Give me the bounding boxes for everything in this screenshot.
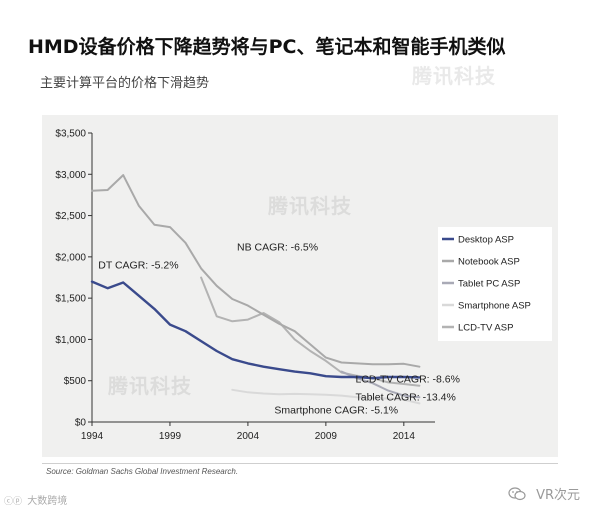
- y-tick-label: $3,500: [55, 129, 86, 140]
- legend-label: Desktop ASP: [458, 235, 514, 246]
- divider: [42, 463, 558, 464]
- y-tick-label: $3,000: [55, 170, 86, 181]
- x-tick-label: 2009: [315, 431, 338, 442]
- annotation: Smartphone CAGR: -5.1%: [274, 405, 398, 417]
- x-tick-label: 1994: [81, 431, 104, 442]
- cc-logo-icon: ⓒⓟ: [4, 497, 23, 507]
- y-tick-label: $2,500: [55, 211, 86, 222]
- chart-panel: $0 $500 $1,000 $1,500 $2,000 $2,500 $3,000 $3,5…: [42, 115, 558, 457]
- series-line: [90, 280, 421, 380]
- footer-left: ⓒⓟ 大数跨境: [4, 492, 67, 507]
- footer-left-text: 大数跨境: [27, 496, 68, 507]
- footer-right: VR次元: [508, 484, 580, 503]
- x-tick-label: 2004: [237, 431, 260, 442]
- source-note: Source: Goldman Sachs Global Investment …: [46, 467, 239, 476]
- watermark: 腾讯科技: [412, 64, 496, 88]
- legend-label: Smartphone ASP: [458, 301, 531, 312]
- line-chart: $0 $500 $1,000 $1,500 $2,000 $2,500 $3,000 $3,5…: [55, 129, 552, 442]
- watermark: 腾讯科技: [268, 194, 352, 218]
- annotation: Tablet CAGR: -13.4%: [355, 392, 455, 404]
- legend-box: [438, 227, 552, 341]
- page-title: HMD设备价格下降趋势将与PC、笔记本和智能手机类似: [28, 36, 506, 58]
- annotation: NB CAGR: -6.5%: [237, 241, 318, 253]
- legend-label: LCD-TV ASP: [458, 323, 513, 334]
- y-tick-label: $0: [75, 418, 87, 429]
- wechat-icon: [508, 487, 526, 501]
- series-line: [91, 174, 421, 368]
- series-line: [231, 388, 421, 405]
- watermark: 腾讯科技: [108, 374, 192, 398]
- page-subtitle: 主要计算平台的价格下滑趋势: [40, 76, 210, 91]
- x-tick-label: 1999: [159, 431, 182, 442]
- series-line: [200, 276, 421, 387]
- y-tick-label: $1,500: [55, 294, 86, 305]
- legend-label: Tablet PC ASP: [458, 279, 520, 290]
- x-tick-label: 2014: [393, 431, 416, 442]
- footer-right-text: VR次元: [536, 488, 580, 503]
- y-tick-label: $500: [64, 376, 87, 387]
- legend-label: Notebook ASP: [458, 257, 520, 268]
- y-tick-label: $1,000: [55, 335, 86, 346]
- annotation: DT CAGR: -5.2%: [98, 259, 178, 271]
- y-tick-label: $2,000: [55, 252, 86, 263]
- annotation: LCD-TV CAGR: -8.6%: [355, 373, 459, 385]
